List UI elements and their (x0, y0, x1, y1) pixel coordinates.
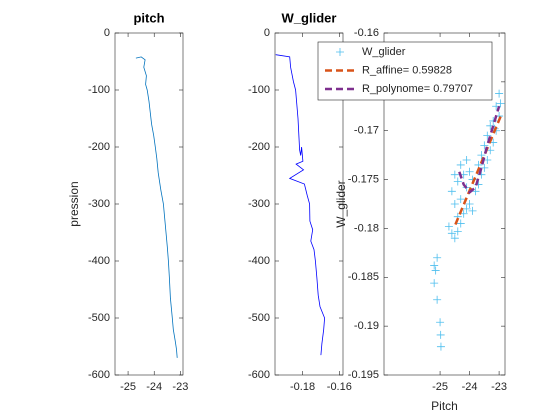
y-tick-label: -600 (248, 369, 270, 381)
scatter-point (433, 295, 442, 304)
legend: W_glider R_affine= 0.59828 R_polynome= 0.7… (317, 41, 493, 101)
scatter-point (436, 318, 445, 327)
x-tick-label: -25 (120, 381, 136, 393)
data-line (275, 54, 326, 356)
legend-label: R_polynome= 0.79707 (362, 83, 473, 95)
y-tick-label: -0.17 (354, 125, 379, 137)
scatter-point (496, 99, 505, 108)
data-line (135, 56, 178, 358)
scatter-point (477, 151, 486, 160)
y-tick-label: -400 (88, 255, 110, 267)
scatter-point (483, 131, 492, 140)
x-tick-label: -24 (146, 381, 162, 393)
y-tick-label: -300 (248, 198, 270, 210)
scatter-point (444, 222, 453, 231)
scatter-point (450, 200, 459, 208)
y-tick-label: -600 (88, 369, 110, 381)
legend-label: W_glider (362, 46, 406, 58)
scatter-point (456, 195, 465, 204)
y-tick-label: -0.195 (348, 369, 379, 381)
y-tick-label: 0 (104, 27, 110, 39)
x-tick-label: -24 (462, 381, 478, 393)
x-tick-label: -25 (432, 381, 448, 393)
y-tick-label: -100 (248, 84, 270, 96)
scatter-point (430, 279, 439, 288)
scatter-point (465, 167, 474, 176)
scatter-point (447, 229, 456, 238)
y-tick-label: -500 (88, 312, 110, 324)
scatter-point (450, 170, 459, 179)
scatter-point (433, 253, 442, 262)
scatter-point (450, 234, 459, 243)
scatter-point (447, 187, 456, 196)
scatter-point (495, 89, 504, 98)
scatter-point (465, 200, 474, 208)
data-line (454, 114, 503, 225)
axes-box (114, 32, 184, 376)
y-tick-label: 0 (264, 27, 270, 39)
y-tick-label: -0.18 (354, 222, 379, 234)
x-tick-label: -23 (491, 381, 507, 393)
x-axis-label: Pitch (431, 399, 458, 413)
scatter-point (436, 330, 445, 339)
scatter-point (453, 227, 462, 236)
scatter-point (462, 204, 471, 213)
y-tick-label: -500 (248, 312, 270, 324)
scatter-point (462, 156, 471, 165)
y-axis-label: W_glider (334, 180, 348, 227)
y-tick-label: -0.185 (348, 271, 379, 283)
y-tick-label: -300 (88, 198, 110, 210)
scatter-point (468, 206, 477, 215)
chart-title: W_glider (282, 10, 337, 25)
y-tick-label: -0.19 (354, 320, 379, 332)
scatter-point (456, 219, 465, 228)
y-axis-label: pression (67, 181, 81, 226)
legend-marker (336, 48, 344, 56)
scatter-point (480, 163, 489, 172)
scatter-point (480, 141, 489, 150)
scatter-point (431, 266, 440, 275)
chart-title: pitch (133, 10, 164, 25)
scatter-point (436, 342, 445, 351)
y-tick-label: -100 (88, 84, 110, 96)
y-tick-label: -0.16 (354, 27, 379, 39)
scatter-point (456, 160, 465, 169)
legend-label: R_affine= 0.59828 (362, 64, 452, 76)
scatter-point (453, 177, 462, 186)
x-tick-label: -0.18 (290, 381, 315, 393)
x-tick-label: -23 (172, 381, 188, 393)
scatter-point (430, 261, 439, 270)
y-tick-label: -200 (88, 141, 110, 153)
data-line (458, 105, 501, 195)
y-tick-label: -200 (248, 141, 270, 153)
y-tick-label: -400 (248, 255, 270, 267)
y-tick-label: -0.175 (348, 173, 379, 185)
x-tick-label: -0.16 (327, 381, 352, 393)
scatter-point (471, 187, 480, 196)
